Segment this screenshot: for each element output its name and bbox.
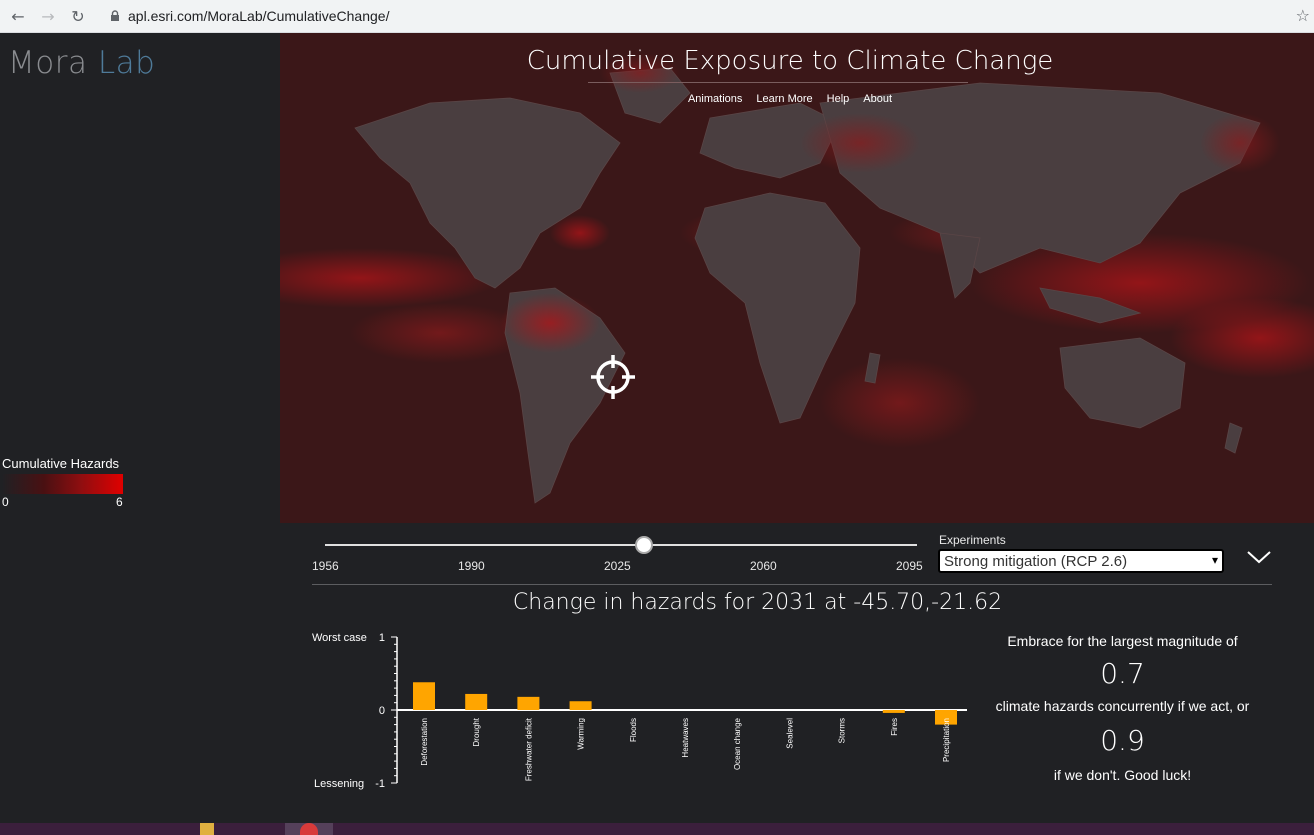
hazard-legend: Cumulative Hazards 0 6 (2, 456, 127, 509)
url-text: apl.esri.com/MoraLab/CumulativeChange/ (128, 8, 390, 24)
page-title: Cumulative Exposure to Climate Change (526, 46, 1054, 76)
y-tick-label: 1 (379, 632, 385, 644)
nav-help[interactable]: Help (826, 93, 850, 105)
category-label: Storms (838, 718, 847, 743)
category-label: Floods (629, 718, 638, 742)
legend-ticks: 0 6 (2, 494, 127, 509)
legend-color-ramp (2, 474, 123, 494)
arrow-left-icon[interactable]: ← (11, 6, 25, 26)
year-tick: 2025 (604, 559, 631, 573)
y-top-label: Worst case (312, 632, 367, 644)
category-label: Warming (577, 718, 586, 750)
experiments-label: Experiments (939, 533, 1006, 547)
title-divider (588, 82, 968, 83)
lock-icon[interactable] (108, 9, 122, 23)
summary-line1: Embrace for the largest magnitude of (1007, 633, 1238, 649)
brand-part2: Lab (97, 45, 156, 81)
year-tick: 2060 (750, 559, 777, 573)
nav-learn-more[interactable]: Learn More (756, 93, 813, 105)
chart-title: Change in hazards for 2031 at -45.70,-21… (512, 590, 1003, 615)
category-label: Drought (472, 717, 481, 746)
summary-panel: Embrace for the largest magnitude of 0.7… (980, 633, 1265, 783)
folder-app-icon[interactable] (200, 823, 214, 835)
legend-title: Cumulative Hazards (2, 456, 120, 471)
category-label: Precipitation (942, 718, 951, 762)
y-tick-label: 0 (379, 705, 385, 717)
analysis-panel: 1956 1990 2025 2060 2095 Experiments Str… (280, 523, 1314, 823)
hazard-map[interactable]: Cumulative Exposure to Climate Change An… (280, 33, 1314, 523)
bar (413, 682, 435, 710)
bar (882, 710, 905, 713)
arrow-right-icon[interactable]: → (41, 6, 55, 26)
category-label: Heatwaves (681, 718, 690, 758)
year-slider-track[interactable] (325, 544, 917, 546)
star-icon[interactable]: ☆ (1295, 6, 1310, 25)
chevron-down-icon[interactable] (1246, 549, 1272, 565)
browser-toolbar: ← → ↻ apl.esri.com/MoraLab/CumulativeCha… (0, 0, 1314, 33)
legend-max: 6 (116, 495, 123, 509)
experiments-selected-value: Strong mitigation (RCP 2.6) (944, 552, 1128, 570)
category-label: Ocean change (733, 717, 742, 770)
category-label: Freshwater deficit (524, 717, 533, 781)
year-slider-thumb[interactable] (635, 536, 653, 554)
year-tick: 1990 (458, 559, 485, 573)
nav-animations[interactable]: Animations (687, 93, 743, 105)
nav-about[interactable]: About (863, 93, 893, 105)
experiments-select[interactable]: Strong mitigation (RCP 2.6) ▾ (938, 549, 1224, 573)
sidebar: Mora Lab Cumulative Hazards 0 6 (0, 33, 280, 823)
brand-part1: Mora (8, 45, 88, 81)
os-taskbar (0, 823, 1314, 835)
summary-line2: climate hazards concurrently if we act, … (995, 698, 1250, 714)
address-bar[interactable]: apl.esri.com/MoraLab/CumulativeChange/ (100, 3, 1280, 29)
summary-value-act: 0.7 (1100, 657, 1145, 690)
category-label: Deforestation (420, 718, 429, 766)
bar (569, 701, 592, 710)
summary-value-no-act: 0.9 (1100, 724, 1145, 757)
year-tick: 1956 (312, 559, 339, 573)
category-label: Sealevel (785, 718, 794, 749)
reload-icon[interactable]: ↻ (71, 6, 85, 26)
category-label: Fires (890, 718, 899, 736)
summary-line3: if we don't. Good luck! (1053, 767, 1192, 783)
crosshair-icon[interactable] (590, 354, 636, 400)
world-map (280, 33, 1314, 523)
y-bottom-label: Lessening (314, 778, 364, 790)
y-tick-label: -1 (375, 778, 385, 790)
bar (935, 710, 957, 725)
browser-app-icon[interactable] (300, 823, 318, 835)
bar (517, 696, 540, 710)
hazard-bar-chart: 1 0 -1 Worst case Lessening Deforestation Drou… (312, 632, 967, 790)
bar (465, 693, 488, 710)
select-arrow-icon: ▾ (1211, 553, 1218, 567)
year-tick: 2095 (896, 559, 923, 573)
section-divider (312, 584, 1272, 585)
brand-logo[interactable]: Mora Lab (8, 45, 155, 81)
top-nav: Animations Learn More Help About (280, 93, 1300, 105)
legend-min: 0 (2, 495, 9, 509)
